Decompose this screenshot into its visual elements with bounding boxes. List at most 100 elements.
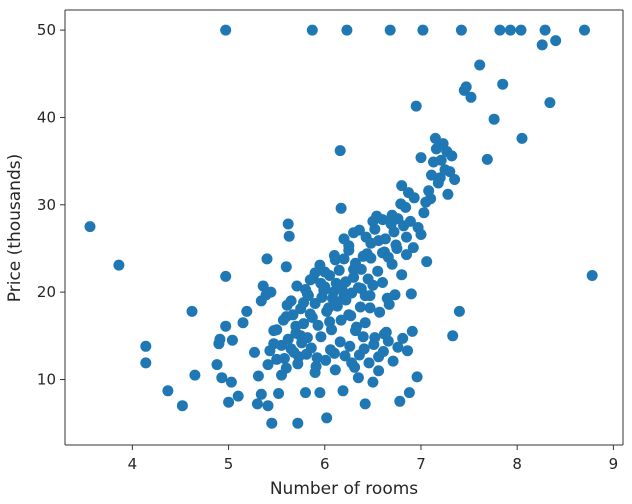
- data-point: [257, 280, 269, 292]
- data-point: [586, 270, 598, 281]
- data-point: [358, 343, 370, 355]
- y-tick-label: 40: [37, 108, 56, 126]
- data-point: [261, 253, 273, 265]
- data-point: [339, 350, 351, 362]
- data-point: [220, 320, 232, 332]
- data-point: [271, 324, 283, 336]
- data-point: [315, 331, 327, 343]
- data-point: [435, 154, 447, 166]
- data-point: [334, 336, 346, 348]
- data-point: [442, 188, 454, 200]
- data-point: [349, 361, 361, 373]
- data-point: [396, 180, 408, 192]
- data-point: [330, 296, 342, 308]
- data-point: [273, 388, 285, 399]
- data-point: [113, 259, 125, 271]
- data-point: [544, 97, 556, 109]
- data-point: [316, 291, 328, 303]
- data-point: [340, 294, 352, 306]
- x-tick-label: 8: [512, 455, 522, 473]
- data-point: [220, 24, 232, 36]
- data-point: [536, 39, 548, 51]
- data-point: [458, 84, 470, 96]
- data-point: [280, 311, 292, 323]
- data-point: [429, 132, 441, 144]
- data-point: [328, 250, 340, 261]
- data-point: [444, 166, 456, 178]
- data-point: [415, 152, 427, 164]
- plot-frame: [64, 9, 624, 446]
- data-point: [359, 398, 371, 410]
- data-point: [494, 24, 506, 36]
- x-axis-label: Number of rooms: [270, 479, 418, 499]
- data-point: [426, 169, 437, 181]
- data-point: [325, 344, 336, 356]
- data-point: [504, 24, 516, 36]
- data-point: [350, 325, 361, 337]
- data-point: [319, 281, 331, 293]
- data-point: [359, 317, 371, 329]
- data-point: [225, 376, 237, 388]
- data-point: [291, 280, 303, 292]
- data-point: [415, 229, 427, 240]
- data-point: [405, 288, 417, 300]
- data-point: [465, 91, 477, 103]
- data-point: [447, 330, 459, 342]
- data-point: [280, 362, 292, 374]
- data-point: [481, 153, 493, 165]
- data-point: [382, 335, 394, 347]
- data-point: [407, 242, 419, 254]
- data-point: [352, 372, 364, 384]
- data-point: [226, 334, 238, 346]
- data-point: [321, 305, 333, 317]
- data-point: [223, 396, 235, 408]
- y-tick-label: 20: [37, 283, 56, 301]
- data-point: [387, 355, 399, 367]
- y-axis-ticks: 10 20 30 40 50: [37, 21, 65, 388]
- data-point: [176, 400, 188, 412]
- data-point: [312, 319, 324, 331]
- data-point: [579, 24, 590, 36]
- data-point: [344, 340, 356, 352]
- data-point: [251, 398, 263, 410]
- data-point: [408, 192, 420, 204]
- data-point: [283, 230, 295, 242]
- data-point: [516, 132, 528, 144]
- data-point: [488, 113, 500, 125]
- y-tick-label: 10: [37, 370, 56, 388]
- data-point: [374, 306, 386, 318]
- data-point: [311, 352, 323, 364]
- data-point: [282, 333, 294, 345]
- data-point: [306, 24, 318, 36]
- data-point: [382, 251, 394, 263]
- data-point: [84, 221, 96, 233]
- data-point: [392, 341, 404, 353]
- data-point: [403, 387, 415, 399]
- data-point: [320, 354, 332, 366]
- data-point: [453, 305, 465, 317]
- data-point: [186, 305, 198, 317]
- data-point: [300, 387, 311, 399]
- data-point: [337, 385, 349, 397]
- data-point: [282, 218, 294, 230]
- data-point: [241, 305, 253, 317]
- data-point: [446, 150, 458, 162]
- data-point: [406, 325, 418, 337]
- data-point: [373, 365, 385, 377]
- data-point: [338, 253, 350, 265]
- data-point: [372, 265, 384, 277]
- data-point: [285, 295, 297, 307]
- data-point: [432, 177, 444, 189]
- data-point: [355, 263, 367, 275]
- data-points: [84, 24, 598, 429]
- x-tick-label: 4: [128, 455, 138, 473]
- data-point: [266, 417, 278, 429]
- data-point: [420, 196, 432, 208]
- data-point: [360, 231, 372, 243]
- data-point: [368, 339, 380, 350]
- data-point: [249, 346, 260, 358]
- data-point: [367, 376, 379, 388]
- data-point: [321, 412, 333, 424]
- data-point: [515, 24, 527, 36]
